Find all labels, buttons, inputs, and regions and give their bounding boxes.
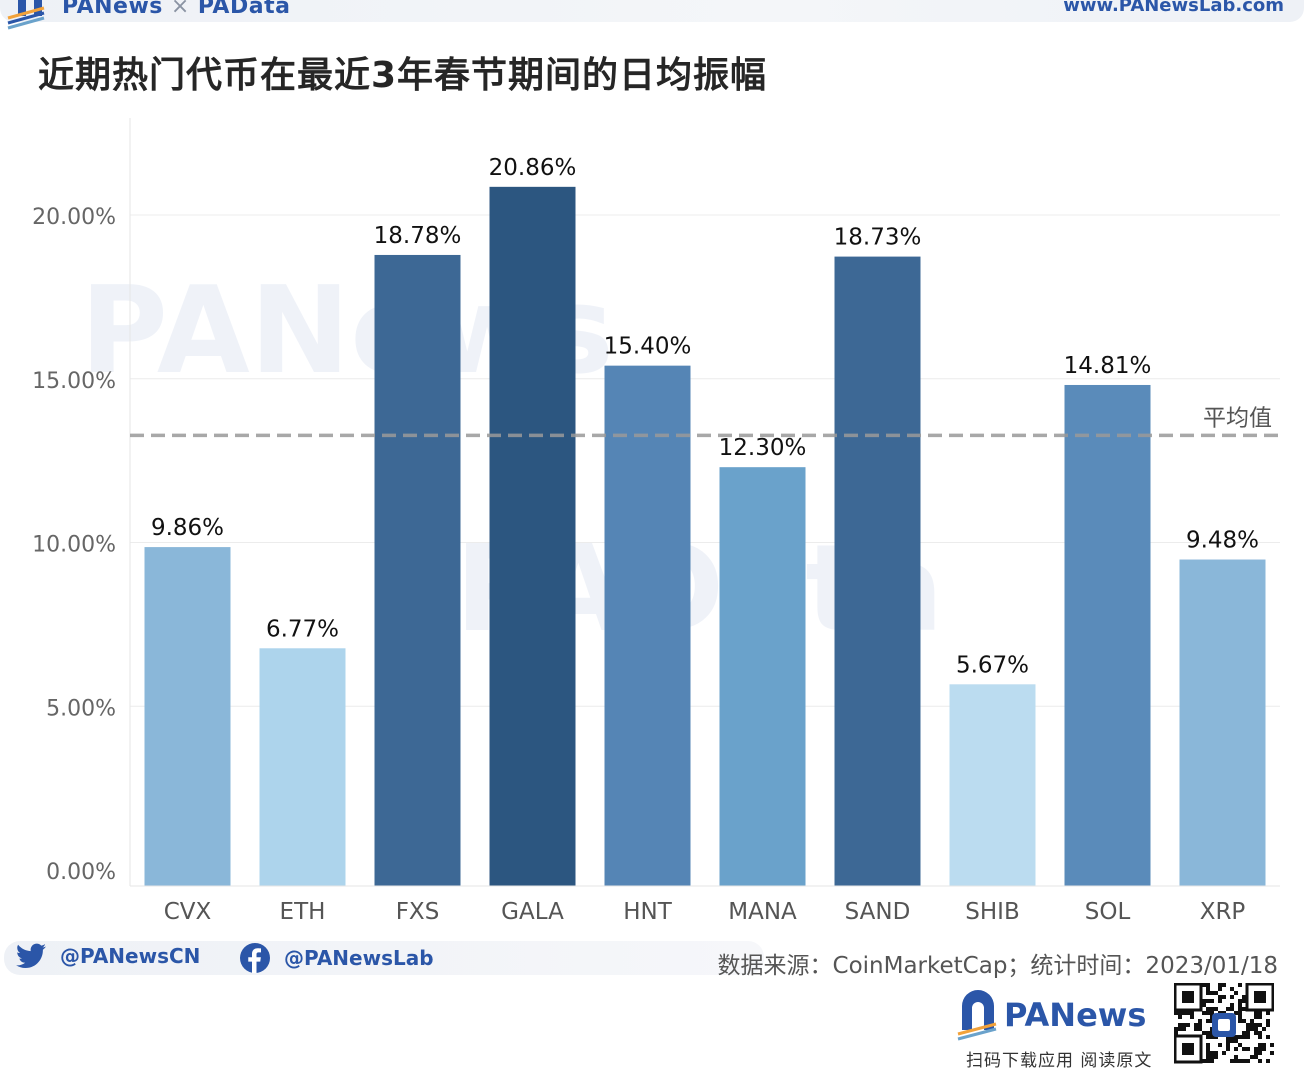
x-axis: CVX ETH FXS GALA HNT MANA SAND SHIB SOL XRP — [130, 885, 1280, 925]
x-tick-label-sand: SAND — [845, 899, 911, 925]
bar-hnt — [604, 365, 691, 886]
x-tick-label-xrp: XRP — [1200, 899, 1246, 925]
y-tick-label: 0.00% — [46, 860, 116, 885]
top-banner: PANews × PAData www.PANewsLab.com — [0, 0, 1304, 30]
footer-bar — [4, 941, 764, 975]
bar-fxs — [374, 254, 461, 886]
bar-cvx — [144, 547, 231, 886]
x-tick-label-cvx: CVX — [164, 899, 212, 925]
twitter-handle[interactable]: @PANewsCN — [16, 943, 200, 969]
bar-shib — [949, 684, 1036, 886]
data-label-hnt: 15.40% — [604, 334, 692, 360]
twitter-handle-label: @PANewsCN — [60, 944, 201, 968]
data-label-cvx: 9.86% — [151, 515, 224, 541]
bar-mana — [719, 467, 806, 886]
x-tick-label-mana: MANA — [728, 899, 797, 925]
bar-gala — [489, 186, 576, 886]
data-label-mana: 12.30% — [719, 435, 807, 461]
site-url[interactable]: www.PANewsLab.com — [1063, 0, 1284, 16]
y-tick-label: 10.00% — [32, 533, 116, 558]
twitter-icon — [16, 943, 46, 968]
brand-panews: PANews — [62, 0, 163, 19]
data-source: 数据来源：CoinMarketCap；统计时间：2023/01/18 — [717, 953, 1278, 979]
y-axis: 0.00% 5.00% 10.00% 15.00% 20.00% — [32, 118, 131, 886]
x-tick-label-shib: SHIB — [965, 899, 1019, 925]
app-download-cta[interactable]: 扫码下载应用 阅读原文 — [966, 1051, 1153, 1071]
bar-xrp — [1179, 559, 1266, 886]
data-label-eth: 6.77% — [266, 616, 339, 642]
facebook-handle[interactable]: @PANewsLab — [240, 943, 434, 973]
data-label-shib: 5.67% — [956, 652, 1029, 678]
y-tick-label: 5.00% — [46, 696, 116, 721]
bar-chart: PANews PAData 0.00%5.00%10.00%15.00%20.0… — [32, 118, 1280, 925]
chart-title: 近期热门代币在最近3年春节期间的日均振幅 — [38, 55, 768, 96]
facebook-icon — [240, 943, 270, 973]
x-tick-label-fxs: FXS — [396, 899, 440, 925]
bar-eth — [259, 648, 346, 886]
panews-logo-icon — [7, 0, 45, 30]
brand-padata: PAData — [197, 0, 291, 19]
brand-title: PANews × PAData — [62, 0, 290, 19]
bar-sol — [1064, 384, 1151, 886]
x-tick-label-eth: ETH — [280, 899, 326, 925]
data-label-xrp: 9.48% — [1186, 528, 1259, 554]
data-label-fxs: 18.78% — [374, 223, 462, 249]
panews-app-logo-icon — [957, 990, 997, 1041]
data-label-sand: 18.73% — [834, 225, 922, 251]
x-tick-label-sol: SOL — [1085, 899, 1131, 925]
y-tick-label: 15.00% — [32, 369, 116, 394]
y-tick-label: 20.00% — [32, 205, 116, 230]
brand-separator: × — [170, 0, 190, 19]
average-line: 平均值 — [130, 405, 1280, 438]
facebook-handle-label: @PANewsLab — [284, 946, 434, 970]
qr-code-icon[interactable] — [1174, 983, 1274, 1065]
x-tick-label-gala: GALA — [501, 899, 564, 925]
app-name: PANews — [1004, 996, 1147, 1034]
bars: 9.86% 6.77% 18.78% 20.86% 15.40% 12.30% 18.73%… — [144, 155, 1266, 886]
bar-sand — [834, 256, 921, 886]
data-label-gala: 20.86% — [489, 155, 577, 181]
x-tick-label-hnt: HNT — [623, 899, 673, 925]
data-label-sol: 14.81% — [1064, 353, 1152, 379]
average-line-label: 平均值 — [1203, 405, 1272, 431]
